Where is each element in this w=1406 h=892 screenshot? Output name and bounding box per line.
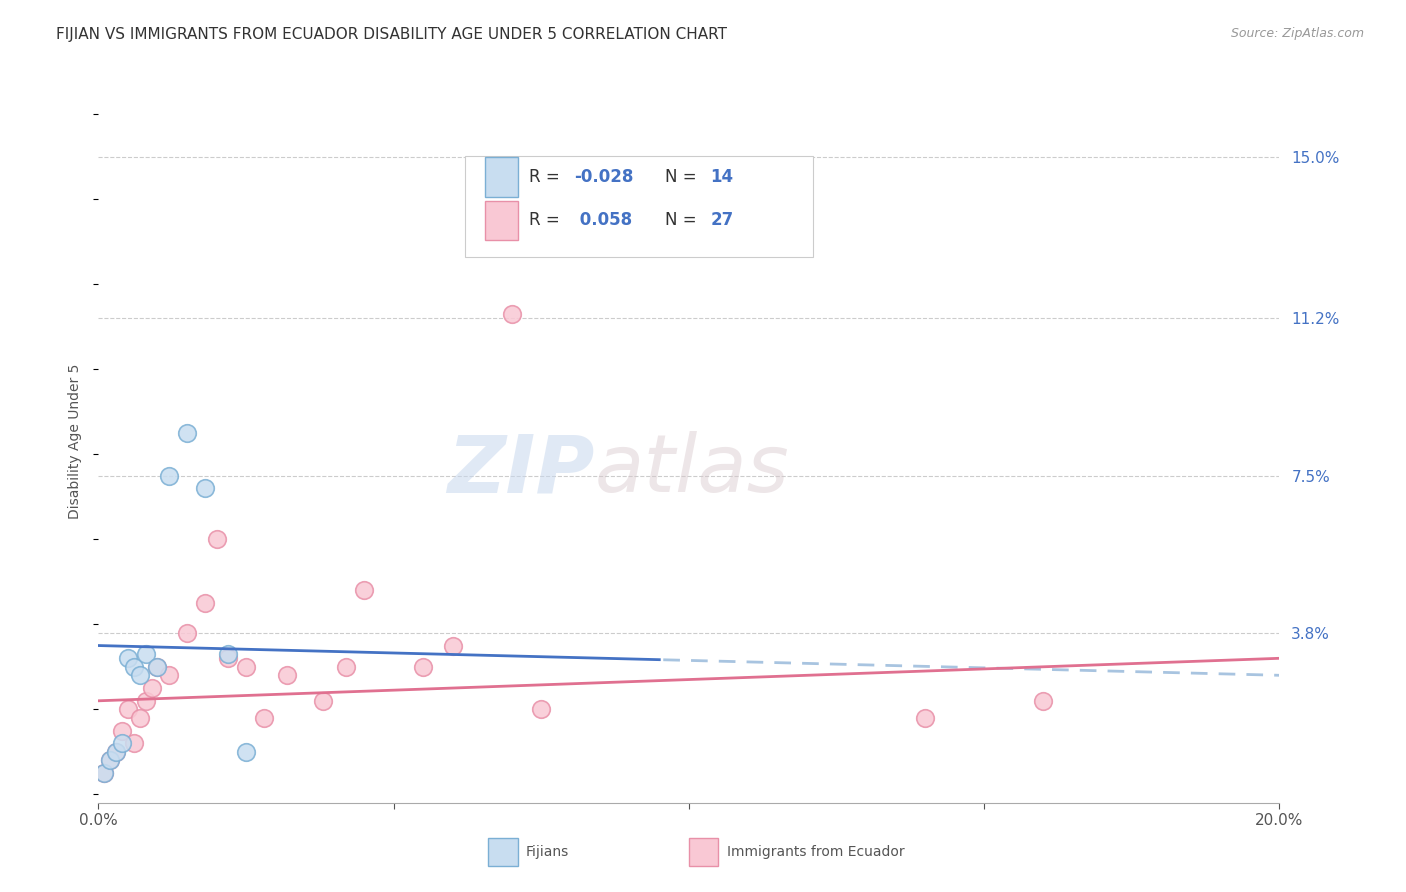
FancyBboxPatch shape — [488, 838, 517, 865]
Point — [176, 425, 198, 440]
Point — [205, 533, 228, 547]
Text: Immigrants from Ecuador: Immigrants from Ecuador — [727, 845, 904, 859]
Point — [111, 723, 134, 738]
Point — [235, 660, 257, 674]
Point — [105, 745, 128, 759]
Text: 14: 14 — [710, 168, 734, 186]
Point — [235, 745, 257, 759]
Point — [105, 745, 128, 759]
Point — [217, 651, 239, 665]
Text: -0.028: -0.028 — [575, 168, 634, 186]
Point — [93, 766, 115, 780]
Point — [501, 307, 523, 321]
Text: N =: N = — [665, 211, 702, 229]
Point — [98, 753, 121, 767]
Point — [122, 736, 145, 750]
FancyBboxPatch shape — [485, 157, 517, 197]
Point — [353, 583, 375, 598]
Point — [253, 711, 276, 725]
Point — [530, 702, 553, 716]
Point — [117, 651, 139, 665]
Text: ZIP: ZIP — [447, 432, 595, 509]
Text: N =: N = — [665, 168, 702, 186]
Point — [135, 694, 157, 708]
Point — [146, 660, 169, 674]
Text: Fijians: Fijians — [526, 845, 569, 859]
Point — [194, 596, 217, 610]
Text: 27: 27 — [710, 211, 734, 229]
Point — [157, 468, 180, 483]
Text: Source: ZipAtlas.com: Source: ZipAtlas.com — [1230, 27, 1364, 40]
FancyBboxPatch shape — [464, 156, 813, 257]
Point — [217, 647, 239, 661]
Point — [176, 625, 198, 640]
Point — [441, 639, 464, 653]
Point — [276, 668, 298, 682]
Point — [141, 681, 163, 695]
Point — [128, 711, 150, 725]
Point — [146, 660, 169, 674]
Point — [1032, 694, 1054, 708]
Point — [111, 736, 134, 750]
Point — [135, 647, 157, 661]
Point — [98, 753, 121, 767]
Text: R =: R = — [530, 168, 565, 186]
Point — [914, 711, 936, 725]
Point — [128, 668, 150, 682]
Point — [312, 694, 335, 708]
Point — [194, 481, 217, 495]
FancyBboxPatch shape — [485, 201, 517, 240]
Y-axis label: Disability Age Under 5: Disability Age Under 5 — [69, 364, 83, 519]
Text: FIJIAN VS IMMIGRANTS FROM ECUADOR DISABILITY AGE UNDER 5 CORRELATION CHART: FIJIAN VS IMMIGRANTS FROM ECUADOR DISABI… — [56, 27, 727, 42]
FancyBboxPatch shape — [689, 838, 718, 865]
Point — [412, 660, 434, 674]
Text: R =: R = — [530, 211, 565, 229]
Point — [122, 660, 145, 674]
Point — [157, 668, 180, 682]
Point — [117, 702, 139, 716]
Text: 0.058: 0.058 — [575, 211, 633, 229]
Point — [335, 660, 357, 674]
Point — [93, 766, 115, 780]
Text: atlas: atlas — [595, 432, 789, 509]
